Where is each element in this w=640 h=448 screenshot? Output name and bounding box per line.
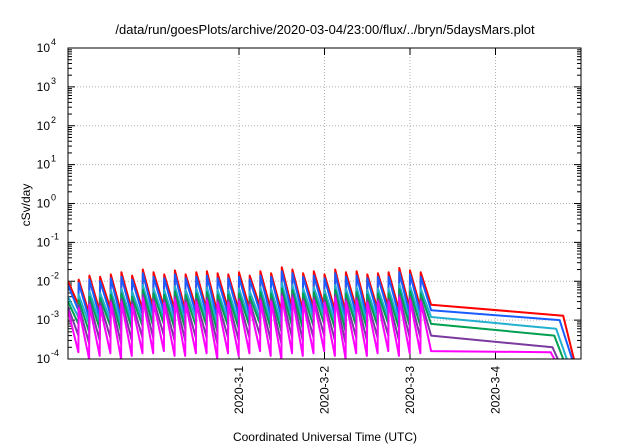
chart-title: /data/run/goesPlots/archive/2020-03-04/2… [115, 22, 535, 37]
y-tick-base: 10 [37, 41, 51, 55]
y-tick-exponent: -4 [51, 348, 59, 358]
axis-ticks [68, 47, 581, 360]
y-tick-label: 10 -1 [37, 231, 59, 249]
y-tick-base: 10 [37, 274, 51, 288]
x-tick-label: 2020-3-4 [489, 366, 503, 414]
y-tick-base: 10 [37, 235, 51, 249]
y-tick-exponent: 1 [51, 154, 56, 164]
y-tick-exponent: -3 [51, 309, 59, 319]
x-tick-label: 2020-3-1 [232, 366, 246, 414]
x-tick-label: 2020-3-3 [403, 366, 417, 414]
y-tick-label: 10 0 [37, 193, 56, 211]
x-axis-label: Coordinated Universal Time (UTC) [233, 430, 417, 444]
y-tick-label: 10 1 [37, 154, 56, 172]
y-tick-exponent: 0 [51, 193, 56, 203]
y-tick-base: 10 [37, 80, 51, 94]
y-tick-exponent: 3 [51, 76, 56, 86]
series-layer [68, 266, 575, 359]
series-line-6 [68, 295, 556, 359]
y-tick-exponent: -1 [51, 231, 59, 241]
y-axis-label: cSv/day [19, 184, 33, 227]
plot-frame [67, 47, 582, 360]
y-tick-exponent: 4 [51, 37, 56, 47]
y-tick-label: 10 3 [37, 76, 56, 94]
y-tick-base: 10 [37, 352, 51, 366]
y-tick-label: 10 -2 [37, 270, 59, 288]
y-tick-label: 10 2 [37, 115, 56, 133]
y-tick-base: 10 [37, 119, 51, 133]
x-tick-labels: 2020-3-1 2020-3-2 2020-3-3 2020-3-4 [232, 366, 503, 414]
y-tick-exponent: -2 [51, 270, 59, 280]
y-tick-base: 10 [37, 313, 51, 327]
y-tick-exponent: 2 [51, 115, 56, 125]
grid-lines [68, 48, 581, 359]
y-tick-base: 10 [37, 158, 51, 172]
y-tick-base: 10 [37, 197, 51, 211]
x-tick-label: 2020-3-2 [318, 366, 332, 414]
y-tick-label: 10 -3 [37, 309, 59, 327]
y-tick-label: 10 4 [37, 37, 56, 55]
y-tick-label: 10 -4 [37, 348, 59, 366]
